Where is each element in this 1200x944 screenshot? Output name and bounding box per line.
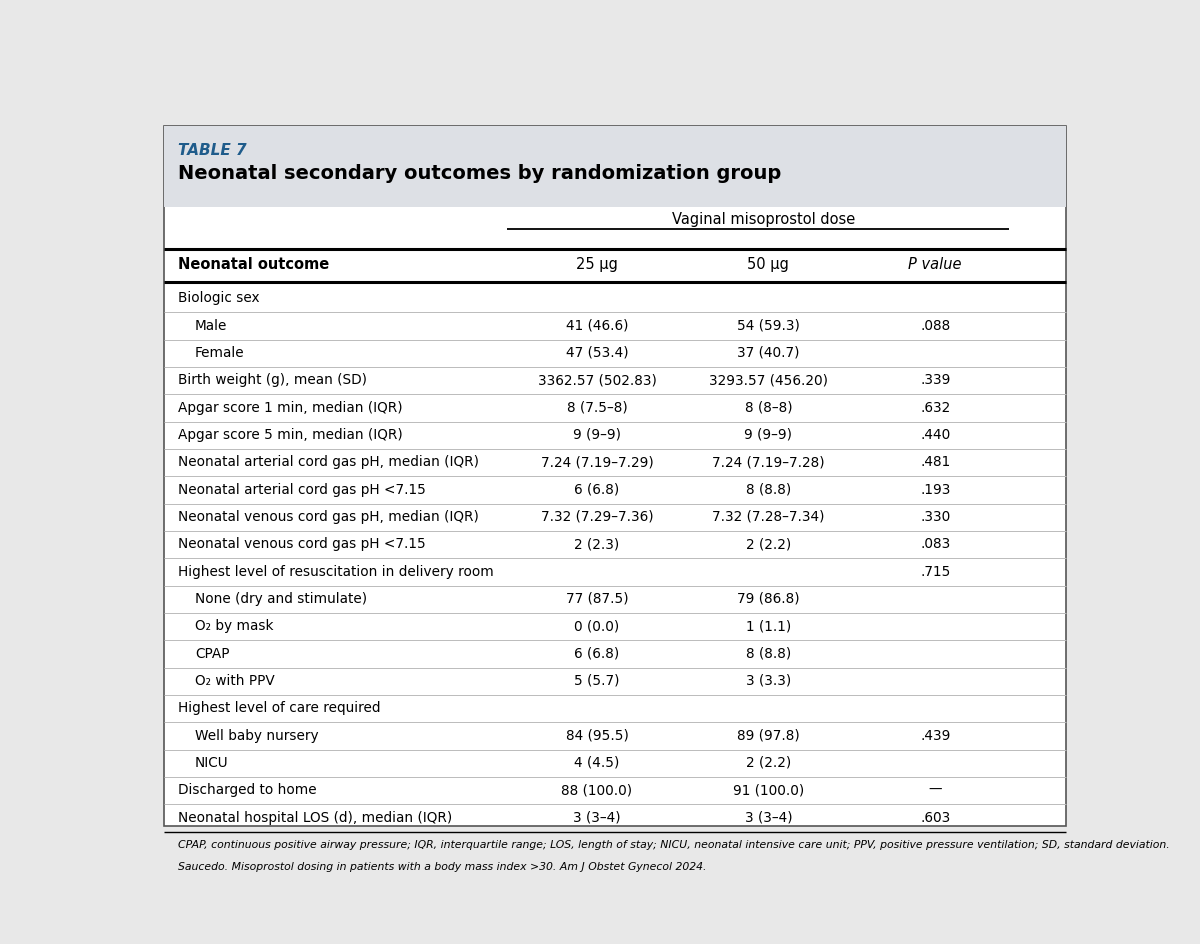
Text: .715: .715 (920, 564, 950, 578)
Text: .481: .481 (920, 455, 950, 469)
Text: 89 (97.8): 89 (97.8) (737, 728, 799, 742)
Text: Neonatal arterial cord gas pH, median (IQR): Neonatal arterial cord gas pH, median (I… (178, 455, 479, 469)
Text: 37 (40.7): 37 (40.7) (737, 346, 799, 360)
Text: Neonatal hospital LOS (d), median (IQR): Neonatal hospital LOS (d), median (IQR) (178, 810, 452, 824)
Text: Well baby nursery: Well baby nursery (194, 728, 318, 742)
Text: 2 (2.2): 2 (2.2) (745, 755, 791, 769)
Text: 7.32 (7.29–7.36): 7.32 (7.29–7.36) (541, 510, 653, 523)
Text: 41 (46.6): 41 (46.6) (565, 318, 629, 332)
Text: 3362.57 (502.83): 3362.57 (502.83) (538, 373, 656, 387)
Text: CPAP: CPAP (194, 646, 229, 660)
Text: .330: .330 (920, 510, 950, 523)
Text: Vaginal misoprostol dose: Vaginal misoprostol dose (672, 212, 856, 228)
Text: .088: .088 (920, 318, 950, 332)
Text: Male: Male (194, 318, 227, 332)
Text: Saucedo. Misoprostol dosing in patients with a body mass index >30. Am J Obstet : Saucedo. Misoprostol dosing in patients … (178, 861, 707, 871)
Text: 47 (53.4): 47 (53.4) (565, 346, 629, 360)
Text: Highest level of resuscitation in delivery room: Highest level of resuscitation in delive… (178, 564, 493, 578)
Text: 3 (3–4): 3 (3–4) (574, 810, 620, 824)
Text: 50 μg: 50 μg (748, 257, 790, 271)
Text: Female: Female (194, 346, 245, 360)
Text: .193: .193 (920, 482, 950, 497)
FancyBboxPatch shape (164, 127, 1066, 826)
Text: 2 (2.2): 2 (2.2) (745, 537, 791, 550)
Text: .339: .339 (920, 373, 950, 387)
Text: 84 (95.5): 84 (95.5) (565, 728, 629, 742)
Text: 5 (5.7): 5 (5.7) (575, 673, 619, 687)
Text: 8 (8.8): 8 (8.8) (745, 482, 791, 497)
Text: 8 (7.5–8): 8 (7.5–8) (566, 400, 628, 414)
Text: 6 (6.8): 6 (6.8) (575, 646, 619, 660)
Text: 91 (100.0): 91 (100.0) (733, 783, 804, 797)
Text: Apgar score 5 min, median (IQR): Apgar score 5 min, median (IQR) (178, 428, 403, 442)
Text: 54 (59.3): 54 (59.3) (737, 318, 799, 332)
Text: Discharged to home: Discharged to home (178, 783, 317, 797)
Text: None (dry and stimulate): None (dry and stimulate) (194, 591, 367, 605)
Text: Highest level of care required: Highest level of care required (178, 700, 380, 715)
Text: 7.24 (7.19–7.28): 7.24 (7.19–7.28) (712, 455, 824, 469)
Text: NICU: NICU (194, 755, 228, 769)
Text: Neonatal venous cord gas pH <7.15: Neonatal venous cord gas pH <7.15 (178, 537, 426, 550)
FancyBboxPatch shape (164, 127, 1066, 208)
Text: 8 (8.8): 8 (8.8) (745, 646, 791, 660)
Text: 88 (100.0): 88 (100.0) (562, 783, 632, 797)
Text: 3 (3–4): 3 (3–4) (744, 810, 792, 824)
Text: 7.32 (7.28–7.34): 7.32 (7.28–7.34) (712, 510, 824, 523)
Text: 3 (3.3): 3 (3.3) (745, 673, 791, 687)
Text: 8 (8–8): 8 (8–8) (744, 400, 792, 414)
Text: 9 (9–9): 9 (9–9) (572, 428, 620, 442)
Text: .603: .603 (920, 810, 950, 824)
Text: 7.24 (7.19–7.29): 7.24 (7.19–7.29) (540, 455, 653, 469)
Text: 77 (87.5): 77 (87.5) (565, 591, 629, 605)
Text: P value: P value (908, 257, 962, 271)
Text: —: — (929, 783, 942, 797)
Text: .439: .439 (920, 728, 950, 742)
Text: 79 (86.8): 79 (86.8) (737, 591, 799, 605)
Text: 3293.57 (456.20): 3293.57 (456.20) (709, 373, 828, 387)
Text: .440: .440 (920, 428, 950, 442)
Text: Neonatal outcome: Neonatal outcome (178, 257, 329, 271)
Text: Apgar score 1 min, median (IQR): Apgar score 1 min, median (IQR) (178, 400, 402, 414)
Text: 6 (6.8): 6 (6.8) (575, 482, 619, 497)
Text: 1 (1.1): 1 (1.1) (745, 618, 791, 632)
Text: .083: .083 (920, 537, 950, 550)
Text: 25 μg: 25 μg (576, 257, 618, 271)
Text: Biologic sex: Biologic sex (178, 291, 259, 305)
Text: TABLE 7: TABLE 7 (178, 143, 246, 158)
Text: 9 (9–9): 9 (9–9) (744, 428, 792, 442)
Text: CPAP, continuous positive airway pressure; IQR, interquartile range; LOS, length: CPAP, continuous positive airway pressur… (178, 839, 1170, 850)
Text: O₂ with PPV: O₂ with PPV (194, 673, 275, 687)
Text: Neonatal venous cord gas pH, median (IQR): Neonatal venous cord gas pH, median (IQR… (178, 510, 479, 523)
Text: 0 (0.0): 0 (0.0) (575, 618, 619, 632)
Text: O₂ by mask: O₂ by mask (194, 618, 274, 632)
Text: 2 (2.3): 2 (2.3) (575, 537, 619, 550)
Text: Neonatal arterial cord gas pH <7.15: Neonatal arterial cord gas pH <7.15 (178, 482, 426, 497)
Text: .632: .632 (920, 400, 950, 414)
Text: Birth weight (g), mean (SD): Birth weight (g), mean (SD) (178, 373, 367, 387)
Text: 4 (4.5): 4 (4.5) (575, 755, 619, 769)
Text: Neonatal secondary outcomes by randomization group: Neonatal secondary outcomes by randomiza… (178, 164, 781, 183)
